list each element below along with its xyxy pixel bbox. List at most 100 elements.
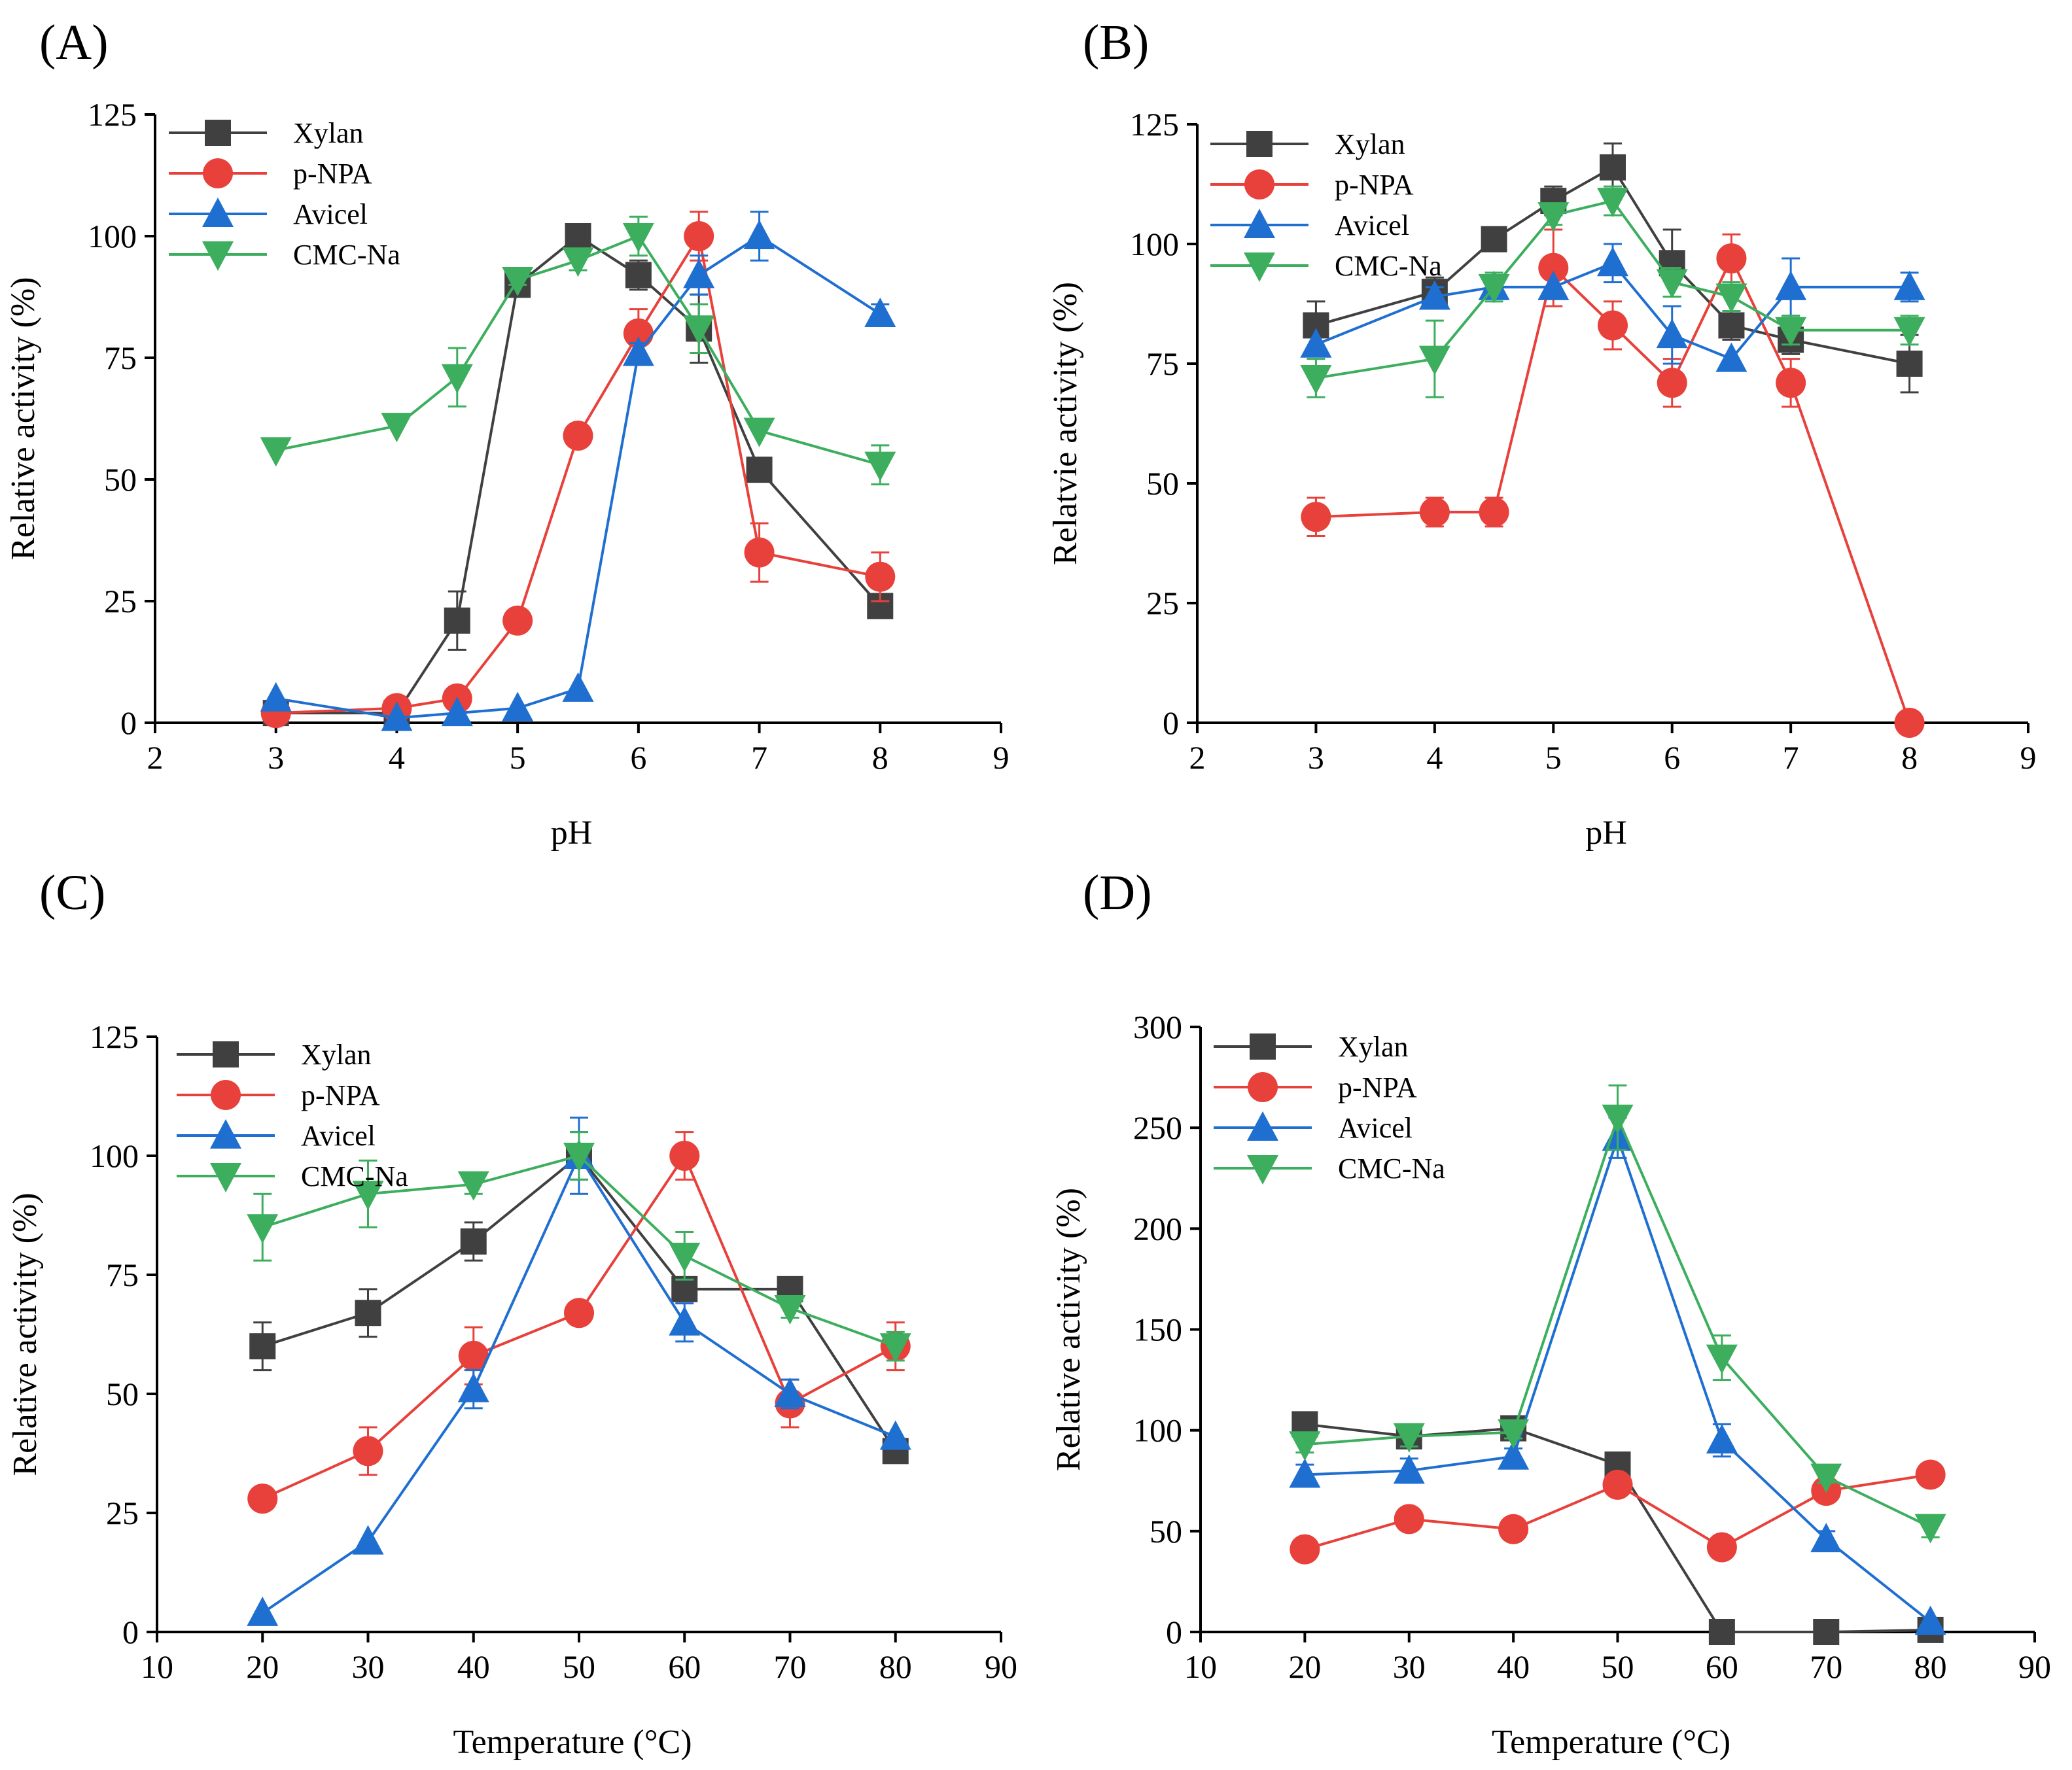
panel-d-series-avicel-point bbox=[1706, 1424, 1738, 1454]
panel-a-series-cmc-na-point bbox=[864, 451, 896, 481]
panel-b-x-tick-label: 5 bbox=[1545, 739, 1562, 776]
panel-a-legend-avicel-marker bbox=[202, 198, 234, 227]
panel-b-series-p-npa-point bbox=[1657, 368, 1687, 398]
panel-d-legend: Xylan p-NPA Avicel CMC-Na bbox=[1214, 1031, 1445, 1185]
panel-b-series-avicel-point bbox=[1300, 328, 1332, 358]
panel-b-series-cmc-na-point bbox=[1893, 317, 1925, 347]
panel-d-legend-avicel-marker bbox=[1247, 1111, 1278, 1141]
panel-b-legend-p-npa-label: p-NPA bbox=[1335, 169, 1414, 201]
panel-b-x-tick-label: 6 bbox=[1664, 739, 1680, 776]
panel-c-legend-avicel-label: Avicel bbox=[301, 1120, 376, 1152]
panel-c-y-tick-label: 100 bbox=[90, 1137, 139, 1174]
panel-a-x-tick-label: 6 bbox=[630, 739, 646, 776]
panel-b-series-cmc-na-point bbox=[1775, 317, 1807, 347]
panel-b-series-xylan-point bbox=[1896, 351, 1923, 377]
panel-d-series-avicel bbox=[1289, 1117, 1946, 1635]
panel-c-y-tick-label: 75 bbox=[106, 1257, 139, 1293]
panel-a-series-avicel-point bbox=[502, 691, 534, 721]
panel-a-x-tick-label: 7 bbox=[751, 739, 767, 776]
panel-a-x-tick-label: 4 bbox=[389, 739, 405, 776]
panel-d-y-tick-label: 0 bbox=[1166, 1614, 1182, 1650]
panel-b-y-tick-label: 75 bbox=[1146, 345, 1179, 382]
panel-a-series-avicel bbox=[260, 211, 896, 731]
panel-a-series-avicel-point bbox=[683, 258, 715, 288]
panel-d-x-tick-label: 90 bbox=[2018, 1648, 2051, 1685]
panel-c-series-avicel-point bbox=[879, 1420, 911, 1450]
panel-c-series-xylan-point bbox=[460, 1228, 487, 1255]
panel-d-label: (D) bbox=[1083, 865, 1152, 920]
panel-d-series-p-npa bbox=[1290, 1459, 1946, 1565]
panel-d-x-tick-label: 30 bbox=[1393, 1648, 1426, 1685]
panel-b-series-cmc-na-point bbox=[1478, 273, 1510, 304]
panel-c-series-avicel-point bbox=[669, 1306, 701, 1336]
panel-b-series-avicel-point bbox=[1893, 270, 1925, 300]
panel-a-series-cmc-na-point bbox=[562, 247, 594, 277]
panel-b-series-p-npa-point bbox=[1894, 708, 1925, 738]
panel-a-x-axis-title: pH bbox=[551, 814, 593, 852]
panel-c-legend-avicel-marker bbox=[210, 1119, 241, 1149]
panel-b-series-p-npa-point bbox=[1716, 243, 1747, 273]
panel-d-legend-cmc-na-label: CMC-Na bbox=[1338, 1153, 1445, 1185]
panel-b-legend-cmc-na-marker bbox=[1244, 252, 1275, 282]
panel-b-y-tick-label: 100 bbox=[1130, 226, 1179, 262]
panel-b-series-avicel-point bbox=[1418, 280, 1450, 310]
panel-d-x-tick-label: 50 bbox=[1602, 1648, 1634, 1685]
panel-d-x-tick-label: 70 bbox=[1810, 1648, 1842, 1685]
panel-d-series-cmc-na-point bbox=[1810, 1463, 1842, 1493]
panel-a-series-cmc-na-point bbox=[502, 266, 534, 296]
panel-a-x-tick-label: 5 bbox=[510, 739, 526, 776]
panel-d-series-p-npa-point bbox=[1602, 1469, 1633, 1500]
panel-a-series-avicel-point bbox=[622, 336, 654, 366]
panel-b-legend-avicel-marker bbox=[1244, 209, 1275, 238]
panel-a-series-cmc-na bbox=[260, 215, 896, 485]
panel-b-series-cmc-na bbox=[1300, 185, 1925, 398]
panel-b-legend-avicel-label: Avicel bbox=[1335, 209, 1409, 241]
panel-c-series-cmc-na bbox=[247, 1131, 911, 1363]
panel-b-x-tick-label: 9 bbox=[2020, 739, 2037, 776]
panel-d-y-tick-label: 100 bbox=[1133, 1412, 1182, 1449]
panel-d-series-xylan-point bbox=[1813, 1619, 1840, 1645]
panel-b-label: (B) bbox=[1083, 15, 1149, 70]
panel-c-x-tick-label: 70 bbox=[774, 1648, 807, 1685]
panel-b-series-avicel-point bbox=[1775, 270, 1807, 300]
panel-d-series-avicel-point bbox=[1498, 1440, 1530, 1470]
panel-d-series-p-npa-point bbox=[1706, 1532, 1737, 1563]
panel-b-series-xylan-point bbox=[1600, 154, 1626, 181]
panel-d-series-p-npa-point bbox=[1290, 1534, 1320, 1565]
panel-a-y-tick-label: 50 bbox=[104, 461, 137, 498]
panel-d-legend-p-npa-marker bbox=[1248, 1072, 1278, 1102]
panel-b-series-cmc-na-point bbox=[1597, 188, 1628, 218]
panel-d-x-axis-title: Temperature (°C) bbox=[1492, 1724, 1730, 1761]
panel-b-series-avicel-point bbox=[1537, 270, 1570, 300]
panel-b-series-cmc-na-point bbox=[1715, 283, 1747, 313]
panel-c-x-tick-label: 50 bbox=[563, 1648, 595, 1685]
panel-d-series-avicel-point bbox=[1289, 1458, 1321, 1488]
panel-b-legend-xylan-marker bbox=[1246, 131, 1273, 157]
panel-d-series-xylan-point bbox=[1708, 1619, 1735, 1645]
panel-d-series-cmc-na-point bbox=[1289, 1431, 1321, 1461]
panel-c-x-tick-label: 10 bbox=[141, 1648, 173, 1685]
panel-a-series-cmc-na-point bbox=[622, 223, 654, 252]
panel-a-series-avicel-point bbox=[260, 682, 292, 712]
panel-d-y-tick-label: 250 bbox=[1133, 1109, 1182, 1146]
panel-a-series-xylan-line bbox=[275, 234, 881, 715]
panel-c-x-tick-label: 20 bbox=[246, 1648, 279, 1685]
panel-b-series-p-npa-point bbox=[1776, 368, 1806, 398]
panel-c: (C) 10 20 30 40 50 60 70 80 90 0 25 50 75 100 125 Temper… bbox=[7, 865, 1017, 1761]
panel-d-y-tick-label: 200 bbox=[1133, 1210, 1182, 1247]
panel-b-series-p-npa-point bbox=[1598, 310, 1628, 341]
panel-c-x-tick-label: 90 bbox=[985, 1648, 1017, 1685]
panel-c-x-tick-label: 60 bbox=[668, 1648, 701, 1685]
panel-a-legend-xylan-label: Xylan bbox=[293, 117, 364, 149]
panel-b-x-tick-label: 4 bbox=[1426, 739, 1443, 776]
panel-a-legend: Xylan p-NPA Avicel CMC-Na bbox=[169, 117, 400, 271]
panel-c-series-avicel bbox=[247, 1117, 911, 1626]
panel-b-series-p-npa-point bbox=[1479, 496, 1509, 527]
panel-d-series-cmc-na bbox=[1289, 1084, 1946, 1544]
panel-b-series-cmc-na-point bbox=[1418, 345, 1450, 375]
panel-a-series-p-npa-point bbox=[865, 561, 896, 592]
panel-a-series-cmc-na-point bbox=[381, 413, 413, 443]
panel-b-series-cmc-na-point bbox=[1300, 364, 1332, 394]
panel-b-series-avicel-point bbox=[1715, 342, 1747, 372]
panel-c-legend-p-npa-label: p-NPA bbox=[301, 1079, 380, 1111]
